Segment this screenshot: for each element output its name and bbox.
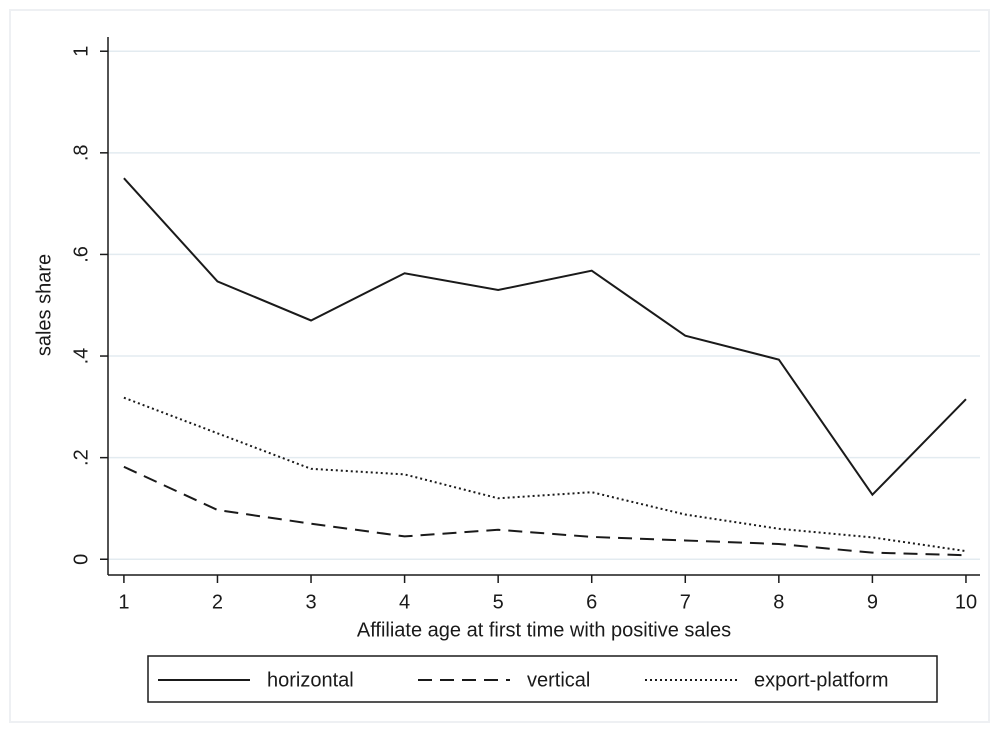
series-line xyxy=(123,465,966,557)
series-line xyxy=(123,177,967,497)
x-tick-label: 8 xyxy=(773,591,784,613)
x-tick-label: 2 xyxy=(212,591,223,613)
y-tick-label: .2 xyxy=(70,449,92,466)
y-tick-label: .6 xyxy=(70,246,92,263)
x-tick-label: 5 xyxy=(493,591,504,613)
y-tick-label: 1 xyxy=(70,46,92,57)
x-tick-label: 4 xyxy=(399,591,410,613)
x-tick-label: 6 xyxy=(586,591,597,613)
legend-label: horizontal xyxy=(267,669,354,691)
x-tick-label: 1 xyxy=(118,591,129,613)
series-line xyxy=(123,396,967,553)
graph-region xyxy=(9,9,990,723)
y-axis-label: sales share xyxy=(33,254,55,356)
x-tick-label: 9 xyxy=(867,591,878,613)
legend-label: vertical xyxy=(527,669,590,691)
x-tick-label: 10 xyxy=(955,591,977,613)
x-tick-label: 3 xyxy=(305,591,316,613)
y-tick-label: .8 xyxy=(70,144,92,161)
x-tick-label: 7 xyxy=(680,591,691,613)
x-axis-label: Affiliate age at first time with positiv… xyxy=(357,619,731,641)
legend-label: export-platform xyxy=(754,669,889,691)
y-tick-label: .4 xyxy=(70,348,92,365)
legend-box xyxy=(147,655,938,703)
y-tick-label: 0 xyxy=(70,554,92,565)
